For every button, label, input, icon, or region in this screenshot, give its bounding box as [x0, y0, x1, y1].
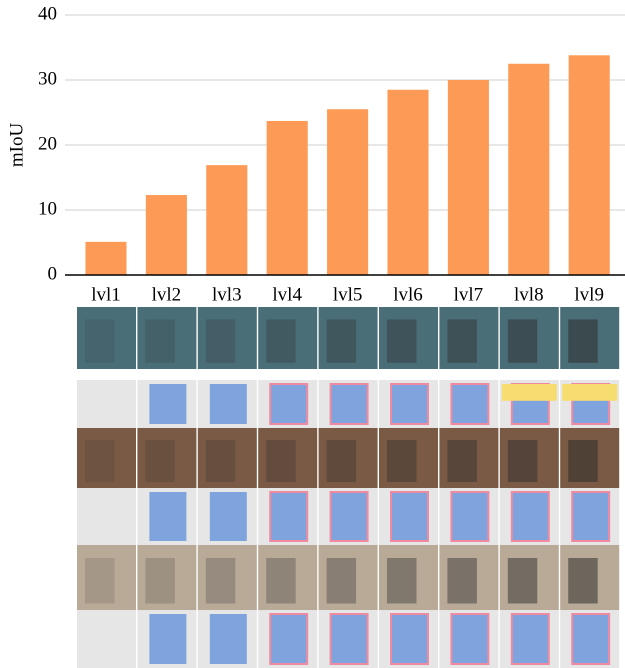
bar — [146, 195, 187, 275]
bar — [508, 64, 549, 275]
y-axis-label: mIoU — [6, 123, 27, 168]
mask-region — [391, 614, 428, 664]
thumbnail-mask — [77, 610, 136, 668]
thumbnail-shade — [447, 558, 477, 604]
mask-region — [210, 492, 247, 541]
thumbnail-shade — [145, 440, 175, 482]
thumbnail-shade — [568, 319, 598, 362]
mask-region — [149, 384, 186, 424]
y-tick-label: 10 — [38, 198, 57, 219]
thumbnail-shade — [206, 558, 236, 604]
thumbnail-shade — [327, 558, 357, 604]
mask-region — [562, 384, 617, 401]
thumbnail-shade — [387, 440, 417, 482]
mask-region — [391, 384, 428, 424]
x-tick-label: lvl4 — [272, 284, 302, 305]
mask-region — [270, 384, 307, 424]
bar — [387, 90, 428, 275]
mask-region — [210, 614, 247, 664]
chart: mIoU 0 10 20 30 40 lvl1 lvl2 lvl3 lvl4 lvl5 lvl6 lv… — [0, 0, 625, 668]
thumbnail-shade — [387, 558, 417, 604]
thumbnail-shade — [145, 558, 175, 604]
thumbnail-shade — [327, 319, 357, 362]
bar — [327, 109, 368, 275]
bar — [569, 55, 610, 275]
thumbnail-shade — [206, 440, 236, 482]
bar — [85, 242, 126, 275]
thumbnail-shade — [568, 440, 598, 482]
x-tick-label: lvl9 — [574, 284, 604, 305]
mask-region — [451, 614, 488, 664]
thumbnail-mask — [77, 380, 136, 428]
mask-region — [210, 384, 247, 424]
mask-region — [451, 384, 488, 424]
mask-region — [512, 492, 549, 541]
mask-region — [331, 384, 368, 424]
thumbnail-shade — [266, 558, 296, 604]
mask-region — [331, 614, 368, 664]
y-tick-label: 0 — [48, 263, 58, 284]
mask-region — [149, 492, 186, 541]
x-tick-label: lvl8 — [514, 284, 544, 305]
mask-region — [572, 492, 609, 541]
thumbnail-shade — [327, 440, 357, 482]
thumbnail-shade — [266, 440, 296, 482]
thumbnail-shade — [85, 558, 115, 604]
thumbnail-shade — [387, 319, 417, 362]
x-tick-label: lvl7 — [454, 284, 484, 305]
thumbnail-shade — [206, 319, 236, 362]
mask-region — [149, 614, 186, 664]
bar — [267, 121, 308, 275]
thumbnail-shade — [145, 319, 175, 362]
bar — [448, 80, 489, 275]
mask-region — [502, 384, 557, 401]
mask-region — [512, 614, 549, 664]
thumbnail-shade — [85, 440, 115, 482]
mask-region — [391, 492, 428, 541]
thumbnail-mask — [77, 488, 136, 545]
thumbnail-shade — [85, 319, 115, 362]
mask-region — [451, 492, 488, 541]
y-tick-label: 20 — [38, 133, 57, 154]
y-tick-label: 30 — [38, 68, 57, 89]
x-tick-label: lvl5 — [333, 284, 363, 305]
x-tick-label: lvl3 — [212, 284, 242, 305]
thumbnail-shade — [266, 319, 296, 362]
thumbnail-shade — [447, 319, 477, 362]
thumbnail-shade — [508, 440, 538, 482]
mask-region — [270, 492, 307, 541]
bar — [206, 165, 247, 275]
y-tick-label: 40 — [38, 3, 57, 24]
mask-region — [572, 614, 609, 664]
thumbnail-shade — [568, 558, 598, 604]
thumbnail-grid — [77, 307, 619, 668]
mask-region — [270, 614, 307, 664]
x-tick-label: lvl6 — [393, 284, 423, 305]
mask-region — [331, 492, 368, 541]
thumbnail-shade — [508, 558, 538, 604]
thumbnail-shade — [508, 319, 538, 362]
thumbnail-shade — [447, 440, 477, 482]
x-tick-label: lvl2 — [152, 284, 182, 305]
x-tick-label: lvl1 — [91, 284, 121, 305]
